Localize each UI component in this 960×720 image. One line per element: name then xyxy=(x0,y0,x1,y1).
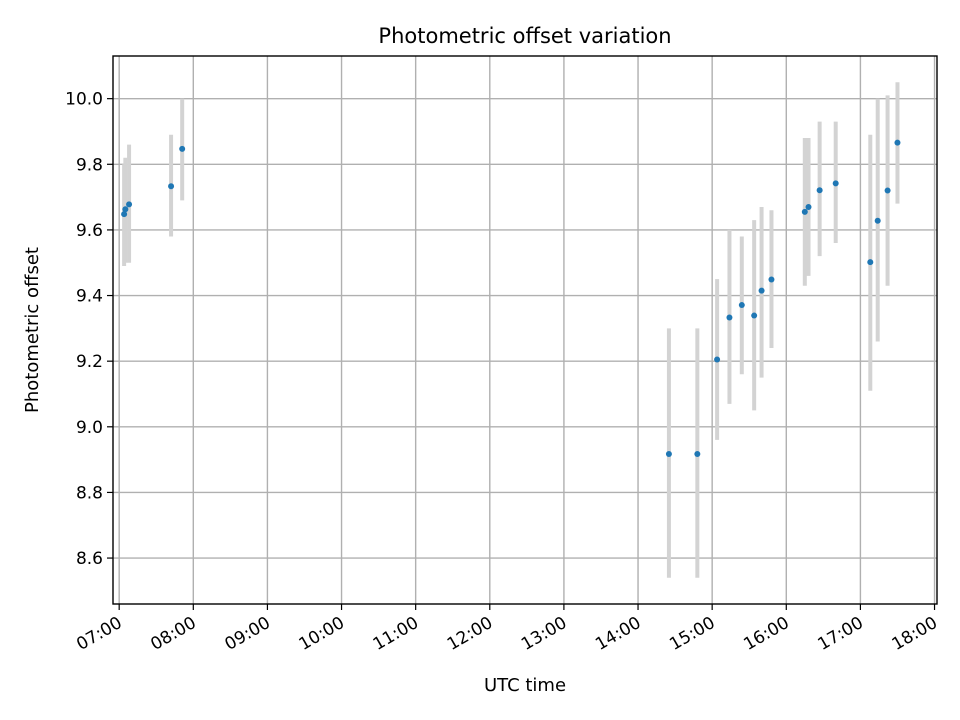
data-point xyxy=(694,451,701,458)
data-point xyxy=(168,183,175,190)
y-tick-label: 9.6 xyxy=(76,221,103,241)
y-tick-label: 8.8 xyxy=(76,483,103,503)
data-point xyxy=(884,187,891,194)
data-point xyxy=(894,139,901,146)
data-point xyxy=(758,287,765,294)
data-point xyxy=(738,302,745,309)
y-tick-label: 9.4 xyxy=(76,287,103,307)
data-point xyxy=(816,187,823,194)
x-tick-label: 12:00 xyxy=(444,613,496,655)
x-tick-label: 11:00 xyxy=(370,613,422,655)
y-axis-label: Photometric offset xyxy=(22,247,43,413)
error-bars xyxy=(122,82,900,578)
data-point xyxy=(801,208,808,215)
x-tick-label: 17:00 xyxy=(814,613,866,655)
data-point xyxy=(832,180,839,187)
data-point xyxy=(768,276,775,283)
x-axis-label: UTC time xyxy=(484,675,566,696)
x-tick-label: 08:00 xyxy=(147,613,199,655)
x-tick-label: 10:00 xyxy=(296,613,348,655)
data-point xyxy=(121,211,128,218)
data-points xyxy=(121,139,901,458)
x-tick-label: 15:00 xyxy=(666,613,718,655)
x-tick-label: 14:00 xyxy=(592,613,644,655)
chart-title: Photometric offset variation xyxy=(378,24,671,48)
data-point xyxy=(179,145,186,152)
grid xyxy=(113,56,937,604)
y-tick-label: 9.2 xyxy=(76,352,103,372)
data-point xyxy=(714,356,721,363)
x-tick-label: 09:00 xyxy=(221,613,273,655)
data-point xyxy=(122,206,129,213)
y-tick-label: 9.0 xyxy=(76,418,103,438)
plot-frame xyxy=(112,55,938,605)
data-point xyxy=(751,312,758,319)
data-point xyxy=(726,314,733,321)
data-point xyxy=(126,201,133,208)
x-tick-label: 07:00 xyxy=(73,613,125,655)
x-axis-ticks: 07:00 08:00 09:00 10:00 11:00 12:00 13:00 14:00… xyxy=(73,604,941,655)
x-tick-label: 16:00 xyxy=(740,613,792,655)
data-point xyxy=(874,217,881,224)
data-point xyxy=(805,203,812,210)
x-tick-label: 13:00 xyxy=(518,613,570,655)
y-tick-label: 10.0 xyxy=(65,90,103,110)
y-tick-label: 8.6 xyxy=(76,549,103,569)
data-point xyxy=(867,259,874,266)
y-tick-label: 9.8 xyxy=(76,155,103,175)
data-point xyxy=(665,451,672,458)
x-tick-label: 18:00 xyxy=(889,613,941,655)
y-axis-ticks: 8.6 8.8 9.0 9.2 9.4 9.6 9.8 10.0 xyxy=(65,90,113,569)
